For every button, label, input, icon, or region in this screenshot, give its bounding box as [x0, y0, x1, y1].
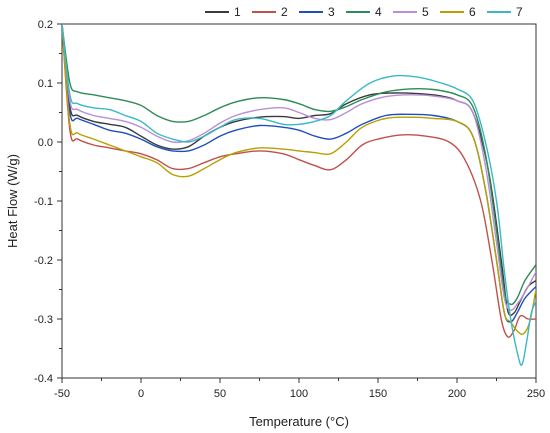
legend-label-1: 1: [234, 5, 241, 19]
y-tick-label: -0.1: [34, 196, 53, 208]
y-tick-label: -0.4: [34, 373, 53, 385]
legend-label-7: 7: [516, 5, 523, 19]
plot-frame: [61, 23, 537, 379]
y-axis-ticks: -0.4 -0.3 -0.2 -0.1 0.0 0.1 0.2: [34, 19, 62, 385]
x-tick-label: 200: [448, 388, 466, 400]
x-axis-title: Temperature (°C): [249, 414, 349, 429]
x-tick-label: 150: [369, 388, 387, 400]
x-tick-label: 250: [527, 388, 545, 400]
series-2-line: [62, 24, 536, 338]
x-axis-ticks: -50 0 50 100 150 200 250: [54, 378, 545, 400]
legend-label-3: 3: [328, 5, 335, 19]
plot-border: [61, 23, 537, 379]
y-tick-label: -0.2: [34, 255, 53, 267]
y-tick-label: 0.0: [38, 137, 53, 149]
x-tick-label: -50: [54, 388, 70, 400]
legend: 1 2 3 4 5 6 7: [205, 5, 523, 19]
series-1-line: [62, 24, 536, 317]
y-tick-label: -0.3: [34, 314, 53, 326]
y-tick-label: 0.1: [38, 78, 53, 90]
x-tick-label: 0: [138, 388, 144, 400]
legend-label-6: 6: [469, 5, 476, 19]
series-6-line: [62, 24, 536, 335]
legend-label-5: 5: [422, 5, 429, 19]
x-tick-label: 50: [214, 388, 226, 400]
series-4-line: [62, 24, 536, 306]
series-layer: [62, 24, 536, 366]
legend-label-4: 4: [375, 5, 382, 19]
series-7-line: [62, 24, 536, 366]
series-3-line: [62, 24, 536, 323]
legend-label-2: 2: [281, 5, 288, 19]
y-axis-title: Heat Flow (W/g): [5, 154, 20, 248]
series-5-line: [62, 24, 536, 311]
y-tick-label: 0.2: [38, 19, 53, 31]
x-tick-label: 100: [290, 388, 308, 400]
